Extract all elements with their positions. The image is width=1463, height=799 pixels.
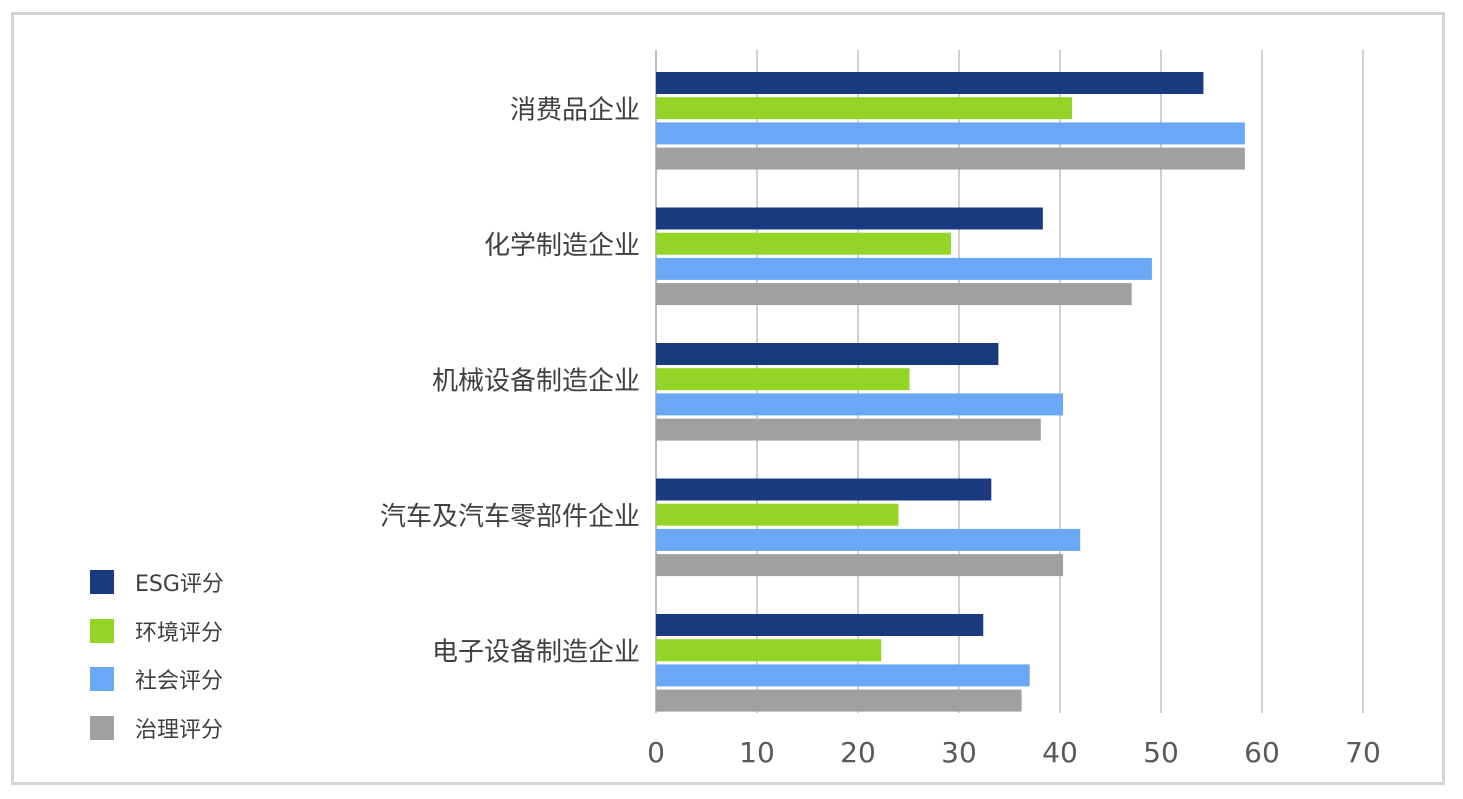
legend-item: ESG评分 — [90, 558, 224, 607]
legend-label: 治理评分 — [135, 717, 224, 743]
legend-item: 治理评分 — [90, 704, 224, 753]
bar — [656, 147, 1245, 170]
legend: ESG评分环境评分社会评分治理评分 — [90, 558, 224, 752]
legend-swatch — [90, 667, 114, 692]
x-tick-label: 20 — [840, 736, 876, 769]
bar — [656, 689, 1022, 712]
x-tick-label: 10 — [739, 736, 775, 769]
x-tick-label: 70 — [1345, 736, 1381, 769]
bar — [656, 122, 1245, 145]
legend-label: ESG评分 — [135, 572, 224, 598]
bar — [656, 478, 992, 501]
category-label: 机械设备制造企业 — [432, 366, 640, 396]
bottom-strip — [0, 788, 1463, 799]
category-label: 化学制造企业 — [484, 231, 640, 261]
category-label: 消费品企业 — [510, 95, 640, 125]
legend-swatch — [90, 618, 114, 643]
bar — [656, 639, 882, 662]
bar — [656, 343, 999, 365]
x-tick-label: 50 — [1143, 736, 1179, 769]
bar — [656, 418, 1041, 441]
bar — [656, 664, 1030, 687]
bar — [656, 614, 984, 636]
legend-swatch — [90, 570, 114, 595]
bar — [656, 232, 951, 255]
bar — [656, 283, 1132, 306]
bar — [656, 368, 910, 391]
bar — [656, 257, 1152, 280]
legend-label: 社会评分 — [135, 669, 224, 695]
x-tick-labels: 0 10 20 30 40 50 60 70 — [647, 736, 1381, 769]
legend-swatch — [90, 715, 114, 740]
bar — [656, 554, 1064, 577]
x-tick-label: 40 — [1042, 736, 1078, 769]
legend-item: 环境评分 — [90, 607, 224, 656]
bar — [656, 207, 1043, 230]
category-label: 电子设备制造企业 — [432, 637, 640, 667]
bar — [656, 72, 1204, 94]
legend-label: 环境评分 — [135, 620, 224, 646]
category-label: 汽车及汽车零部件企业 — [380, 502, 640, 532]
bars — [656, 72, 1245, 712]
bar — [656, 503, 899, 526]
bar — [656, 528, 1081, 551]
bar — [656, 393, 1064, 416]
x-tick-label: 30 — [941, 736, 977, 769]
x-tick-label: 0 — [647, 736, 665, 769]
legend-item: 社会评分 — [90, 655, 224, 704]
x-tick-label: 60 — [1244, 736, 1280, 769]
bar — [656, 97, 1073, 120]
